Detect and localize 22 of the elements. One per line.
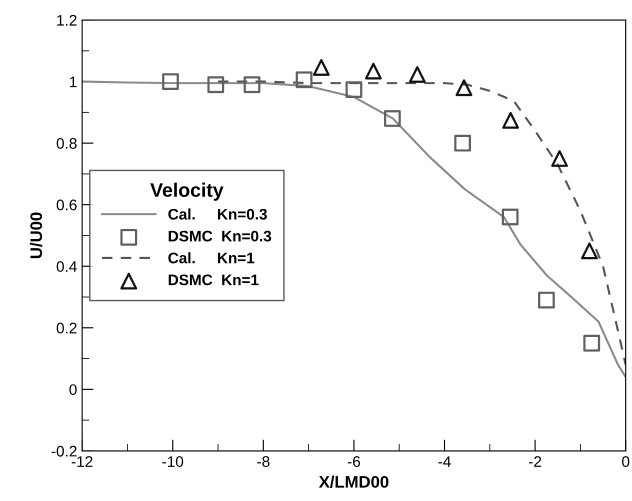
x-tick-label: -10 [162, 456, 184, 467]
x-tick-label: -2 [528, 456, 542, 467]
y-tick-label: 0.2 [56, 322, 77, 334]
y-axis-title: U/U00 [30, 212, 42, 258]
legend-label: Cal. Kn=0.3 [168, 208, 267, 220]
y-tick-label: 0.4 [56, 261, 77, 272]
y-tick-label: 0.6 [56, 200, 77, 210]
legend-label: DSMC Kn=1 [168, 274, 259, 286]
legend-label: Cal. Kn=1 [168, 252, 254, 264]
x-tick-label: -6 [348, 456, 360, 467]
legend-label: DSMC Kn=0.3 [168, 230, 272, 242]
y-tick-label: -0.2 [52, 446, 77, 457]
y-tick-label: 1 [70, 76, 77, 88]
y-tick-label: 0.8 [56, 138, 77, 149]
y-tick-label: 0 [69, 384, 77, 396]
x-tick-label: -12 [72, 456, 92, 467]
legend-title: Velocity [150, 182, 224, 201]
x-tick-label: -8 [257, 456, 270, 467]
x-axis-title: X/LMD00 [318, 476, 388, 488]
x-tick-label: -4 [438, 456, 451, 467]
x-tick-label: 0 [622, 456, 630, 467]
y-tick-label: 1.2 [57, 14, 77, 26]
